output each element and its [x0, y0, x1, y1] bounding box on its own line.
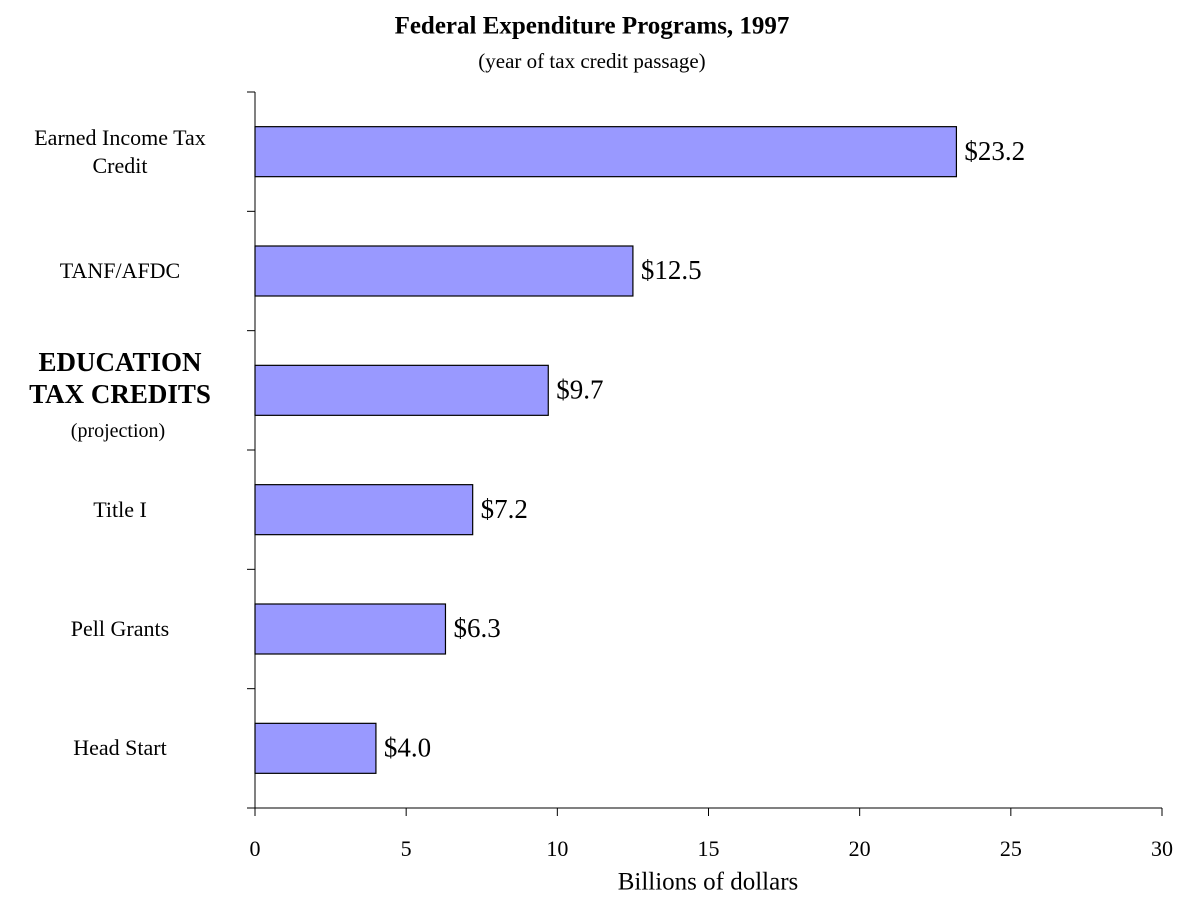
y-tick-label: Head Start [73, 735, 167, 761]
value-label: $4.0 [384, 733, 431, 763]
value-label: $6.3 [453, 613, 500, 643]
x-tick-label: 10 [546, 836, 568, 861]
value-label: $7.2 [481, 494, 528, 524]
y-tick-label: Pell Grants [70, 616, 170, 641]
value-label: $9.7 [556, 375, 603, 405]
x-tick-label: 15 [698, 836, 720, 861]
y-tick-label: Title I [93, 496, 147, 522]
value-label: $12.5 [641, 255, 702, 285]
x-tick-label: 20 [849, 836, 871, 861]
y-tick-label: TANF/AFDC [59, 258, 181, 283]
x-tick-label: 25 [1000, 836, 1022, 861]
x-axis-label: Billions of dollars [618, 869, 799, 896]
y-tick-label: EDUCATION TAX CREDITS [29, 347, 211, 410]
y-tick-label: Earned Income Tax Credit [34, 124, 206, 178]
bar [254, 245, 634, 297]
bar [254, 722, 377, 774]
bar [254, 603, 447, 655]
chart-title: Federal Expenditure Programs, 1997 [395, 13, 790, 40]
x-tick-label: 5 [401, 836, 412, 861]
bar [254, 484, 474, 536]
value-label: $23.2 [964, 136, 1025, 166]
bar [254, 364, 549, 416]
bar [254, 126, 958, 178]
x-tick-label: 0 [250, 836, 261, 861]
x-tick-label: 30 [1151, 836, 1173, 861]
category-note: (projection) [70, 420, 166, 443]
chart-subtitle: (year of tax credit passage) [478, 49, 705, 73]
